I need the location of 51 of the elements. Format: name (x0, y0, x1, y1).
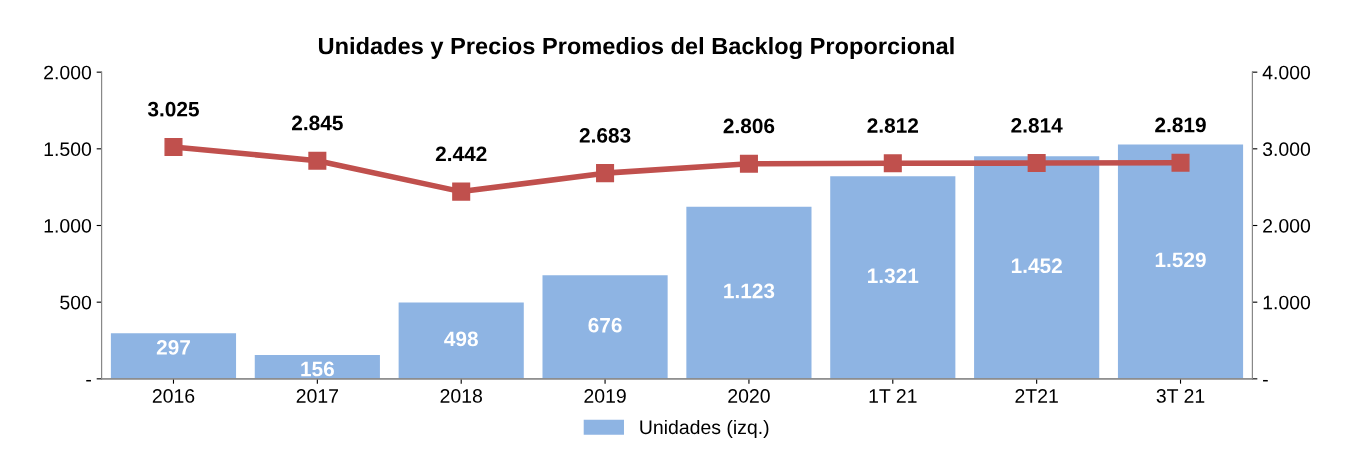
bar (1117, 144, 1244, 379)
legend-label: Unidades (izq.) (640, 419, 769, 439)
x-tick-label: 2020 (728, 389, 770, 403)
x-tick-label: 2016 (152, 389, 195, 403)
text: 1.321 (868, 268, 919, 284)
y-tick-label: 1.000 (44, 218, 92, 233)
text: 2.845 (292, 115, 343, 131)
x-tick-label: 2T21 (1015, 389, 1058, 403)
text: 3.025 (147, 101, 199, 117)
y2-tick-label: 1.000 (1263, 295, 1311, 310)
bar (974, 156, 1100, 379)
text: 2.819 (1155, 117, 1206, 133)
y-tick-label: - (86, 379, 91, 382)
point (452, 182, 471, 201)
x-tick-label: 2017 (296, 389, 338, 403)
text: 2.683 (579, 128, 631, 143)
bar (110, 333, 237, 379)
text: 156 (301, 361, 334, 377)
x-tick-label: 1T 21 (869, 389, 917, 403)
text: 676 (588, 317, 622, 333)
y-tick-label: 500 (60, 295, 92, 310)
point (596, 164, 615, 183)
text: 498 (444, 331, 478, 347)
point (739, 154, 758, 173)
bar (686, 206, 812, 379)
bar (398, 302, 524, 379)
y-tick-label: 1.500 (44, 142, 92, 157)
x-tick-label: 2018 (440, 389, 482, 403)
point (1171, 153, 1190, 172)
y2-tick-label: 4.000 (1262, 65, 1311, 80)
text: 2.806 (723, 118, 775, 134)
y2-tick-label: - (1263, 379, 1268, 382)
point (308, 151, 327, 170)
x-tick-label: 2019 (584, 389, 626, 403)
text: 2.812 (867, 118, 919, 133)
bar (830, 176, 956, 379)
bar (542, 275, 668, 379)
point (883, 154, 902, 173)
y2-tick-label: 2.000 (1263, 218, 1311, 233)
x-tick-label: 3T 21 (1156, 389, 1205, 403)
text: 297 (156, 339, 190, 355)
text: 1.529 (1155, 252, 1206, 268)
text: 2.442 (435, 146, 487, 162)
point (164, 137, 183, 156)
text: 1.452 (1011, 258, 1062, 274)
text: 1.123 (724, 283, 775, 299)
text: 2.814 (1011, 117, 1063, 133)
chart-title: Unidades y Precios Promedios del Backlog Proporcional (318, 37, 954, 60)
point (1027, 154, 1046, 173)
y-tick-label: 2.000 (44, 65, 92, 80)
y2-tick-label: 3.000 (1262, 142, 1311, 157)
